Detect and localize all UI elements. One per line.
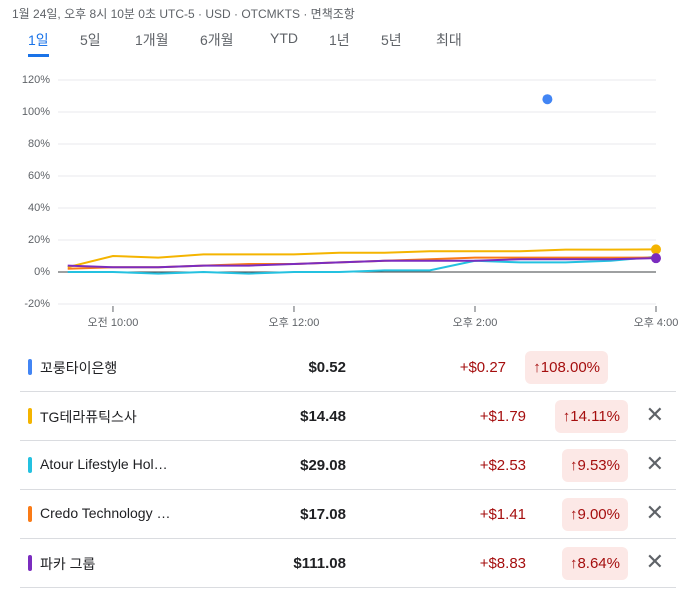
change: +$2.53 [479,457,526,474]
tab[interactable]: 5년 [381,32,402,48]
remove-button[interactable]: ✕ [645,402,664,427]
percent: ↑108.00% [525,351,608,384]
tab[interactable]: YTD [270,30,298,46]
tab[interactable]: 최대 [436,32,462,48]
row: 파카 그룹 $111.08 +$8.83 ↑8.64% ✕ [20,539,676,588]
y-tick-label: -20% [24,298,50,310]
color-bar [28,555,32,571]
change: +$1.79 [479,408,526,425]
color-bar [28,359,32,375]
row: Credo Technology … $17.08 +$1.41 ↑9.00% ✕ [20,490,676,539]
series-line [67,257,657,269]
tab[interactable]: 5일 [80,32,101,48]
y-tick-label: 0% [34,266,50,278]
remove-button[interactable]: ✕ [645,451,664,476]
color-bar [28,506,32,522]
chart: -20% 0% 20% 40% 60% 80% 100% 120% 오전 10:00 오후 12:… [22,74,679,329]
tab[interactable]: 1일 [28,30,49,57]
y-tick-label: 80% [28,138,50,150]
point [542,94,553,105]
series-line [67,248,657,269]
name[interactable]: TG테라퓨틱스사 [40,409,137,425]
price: $14.48 [300,408,346,425]
percent: ↑8.64% [561,547,628,580]
percent: ↑14.11% [554,400,628,433]
change: +$0.27 [459,359,506,376]
change: +$1.41 [479,506,526,523]
percent: ↑9.00% [561,498,628,531]
x-tick-label: 오후 12:00 [269,316,320,329]
name[interactable]: 꼬룽타이은행 [40,360,118,376]
tab[interactable]: 1개월 [135,32,169,48]
row: Atour Lifestyle Hol… $29.08 +$2.53 ↑9.53% ✕ [20,441,676,490]
color-bar [28,457,32,473]
price: $17.08 [300,506,346,523]
change: +$8.83 [479,555,526,572]
tab[interactable]: 1년 [329,32,350,48]
x-tick-label: 오전 10:00 [88,316,139,329]
end-marker [651,244,661,255]
price: $111.08 [293,555,346,572]
y-tick-label: 60% [28,170,50,182]
price: $0.52 [308,359,346,376]
x-tick-label: 오후 2:00 [453,316,498,329]
row: TG테라퓨틱스사 $14.48 +$1.79 ↑14.11% ✕ [20,392,676,441]
series-line [67,255,657,275]
row: 꼬룽타이은행 $0.52 +$0.27 ↑108.00% [20,343,676,392]
remove-button[interactable]: ✕ [645,500,664,525]
color-bar [28,408,32,424]
remove-button[interactable]: ✕ [645,549,664,574]
y-tick-label: 100% [22,106,50,118]
name[interactable]: 파카 그룹 [40,556,96,572]
end-marker [651,253,661,264]
y-tick-label: 40% [28,202,50,214]
name[interactable]: Credo Technology … [40,505,171,521]
name[interactable]: Atour Lifestyle Hol… [40,456,168,472]
percent: ↑9.53% [561,449,628,482]
y-tick-label: 20% [28,234,50,246]
y-tick-label: 120% [22,74,50,86]
tab[interactable]: 6개월 [200,32,234,48]
timestamp: 1월 24일, 오후 8시 10분 0초 UTC-5 · USD · OTCMK… [12,7,355,21]
x-tick-label: 오후 4:00 [634,316,679,329]
price: $29.08 [300,457,346,474]
